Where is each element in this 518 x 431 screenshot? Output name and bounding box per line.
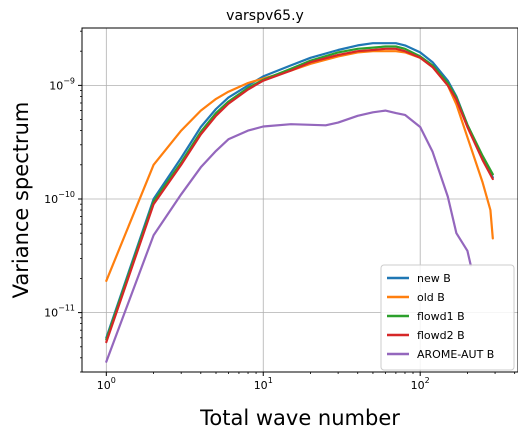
- legend-box: [380, 264, 515, 371]
- x-tick-exp: 0: [111, 376, 116, 385]
- chart-title: varspv65.y: [226, 8, 304, 24]
- series-lines: [105, 42, 494, 363]
- legend: new B old B flowd1 B flowd2 B AROME-AUT B: [380, 264, 515, 371]
- x-tick-label: 101: [254, 376, 273, 392]
- legend-label: new B: [417, 272, 451, 285]
- x-tick-exp: 2: [425, 376, 430, 385]
- legend-label: old B: [417, 291, 445, 304]
- x-tick-label: 102: [411, 376, 430, 392]
- y-tick-exp: −9: [63, 76, 75, 85]
- y-tick-base: 10: [44, 307, 58, 320]
- legend-label: AROME-AUT B: [417, 348, 494, 361]
- y-tick-label: 10−10: [44, 190, 75, 206]
- plot-frame: [81, 27, 518, 373]
- y-tick-base: 10: [44, 193, 58, 206]
- y-tick-exp: −11: [58, 304, 75, 313]
- series-line-3: [105, 45, 494, 341]
- series-line-4: [105, 47, 494, 344]
- y-tick-exp: −10: [58, 190, 75, 199]
- x-tick-base: 10: [97, 379, 111, 392]
- y-axis-title: Variance spectrum: [9, 102, 33, 299]
- y-tick-label: 10−11: [44, 304, 75, 320]
- y-tick-base: 10: [49, 79, 63, 92]
- legend-label: flowd1 B: [417, 310, 465, 323]
- y-tick-label: 10−9: [49, 76, 75, 92]
- series-line-5: [105, 109, 472, 363]
- x-tick-base: 10: [411, 379, 425, 392]
- series-line-2: [105, 50, 494, 282]
- x-axis-title: Total wave number: [199, 406, 400, 430]
- x-tick-exp: 1: [268, 376, 273, 385]
- legend-label: flowd2 B: [417, 329, 465, 342]
- x-tick-base: 10: [254, 379, 268, 392]
- x-tick-label: 100: [97, 376, 116, 392]
